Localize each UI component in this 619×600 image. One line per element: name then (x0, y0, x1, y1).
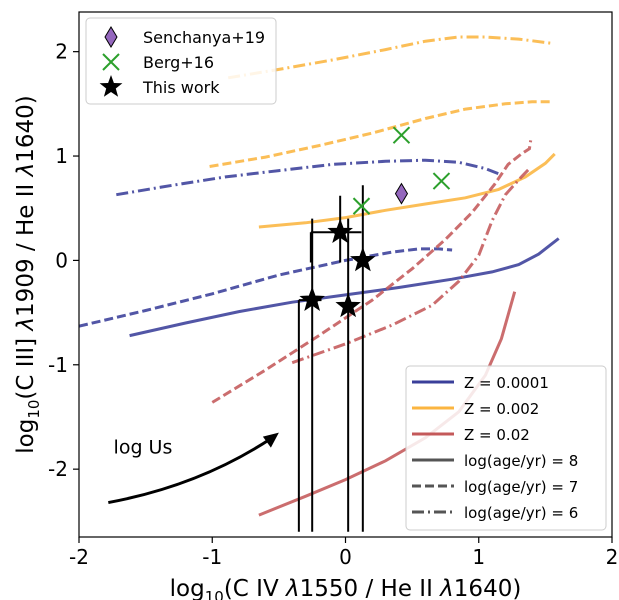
legend-marker-label-0: Senchanya+19 (143, 28, 265, 47)
x-tick-label-2: 0 (339, 545, 352, 569)
errorbar-2 (297, 218, 322, 532)
x-tick-label-4: 2 (606, 545, 619, 569)
x-axis-label-part-0: log (170, 576, 205, 600)
tick-layer: -2 -1 0 1 2 -2 -1 0 1 2 (48, 40, 618, 569)
x-tick-label-0: -2 (69, 545, 89, 569)
y-tick-label-0: -2 (48, 457, 68, 481)
legend-line-label-1: Z = 0.002 (464, 400, 539, 418)
y-axis-label-part-5: λ (13, 163, 39, 179)
this-work-point-0 (327, 218, 353, 244)
legend-line-label-5: log(age/yr) = 6 (464, 504, 578, 522)
y-tick-label-1: -1 (48, 353, 68, 377)
senchanya-point-0 (394, 182, 409, 205)
series-line-8 (291, 167, 531, 365)
series-line-1 (79, 247, 453, 328)
berg-point-0 (392, 126, 411, 144)
series-line-0 (129, 237, 560, 338)
y-axis-label-part-4: 1909 / He II (13, 176, 39, 317)
berg-point-1 (432, 172, 451, 190)
y-tick-label-4: 2 (55, 40, 68, 64)
x-axis-label-part-2: (C IV (224, 576, 286, 600)
x-axis-label-part-1: 10 (205, 588, 224, 600)
legend-line-label-0: Z = 0.0001 (464, 374, 549, 392)
y-tick-label-2: 0 (55, 248, 68, 272)
legend-line-label-3: log(age/yr) = 8 (464, 452, 578, 470)
x-axis-label-part-5: λ (438, 576, 454, 600)
y-axis-label-part-2: (C III] (13, 331, 39, 400)
series-line-5 (227, 35, 553, 80)
legend-markers-box (85, 17, 277, 105)
annotation-text: log Us (114, 437, 173, 459)
y-tick-label-3: 1 (55, 144, 68, 168)
x-axis-label-part-3: λ (284, 576, 300, 600)
y-axis-label-part-3: λ (13, 317, 39, 333)
this-work-point-2 (299, 286, 325, 311)
y-axis-label-part-1: 10 (25, 400, 43, 419)
this-work-point-1 (350, 246, 376, 272)
this-work-point-3 (335, 292, 361, 318)
marker-layer (297, 126, 451, 532)
legend-lines: Z = 0.0001 Z = 0.002 Z = 0.02 log(age/yr) =… (405, 365, 607, 531)
series-line-4 (209, 100, 552, 168)
x-tick-label-1: -1 (202, 545, 222, 569)
series-line-7 (211, 140, 533, 404)
axis-labels: log10(C IV λ1550 / He II λ1640)log10(C I… (13, 95, 521, 600)
x-tick-label-3: 1 (472, 545, 485, 569)
annotation-arrow-shaft (108, 437, 272, 505)
series-line-2 (116, 158, 500, 197)
annotation-arrow-head (262, 432, 279, 448)
x-axis-label-part-6: 1640) (454, 576, 522, 600)
y-axis-label-part-6: 1640) (13, 95, 39, 163)
legend-x-icon (102, 53, 120, 71)
berg-point-2 (352, 197, 371, 215)
legend-markers: Senchanya+19 Berg+16 This work (85, 17, 277, 105)
legend-diamond-icon (104, 26, 118, 48)
annotation-layer: log Us (108, 432, 279, 505)
x-axis-label: log10(C IV λ1550 / He II λ1640) (170, 576, 522, 600)
y-axis-label-part-0: log (13, 419, 39, 454)
legend-marker-label-2: This work (142, 78, 220, 97)
x-axis-label-part-4: 1550 / He II (300, 576, 441, 600)
legend-line-label-4: log(age/yr) = 7 (464, 478, 578, 496)
legend-star-icon (99, 75, 123, 97)
legend-marker-label-1: Berg+16 (143, 53, 214, 72)
series-line-3 (258, 152, 556, 229)
y-axis-label: log10(C III] λ1909 / He II λ1640) (13, 95, 43, 453)
legend-lines-box (405, 365, 607, 531)
legend-line-label-2: Z = 0.02 (464, 426, 530, 444)
